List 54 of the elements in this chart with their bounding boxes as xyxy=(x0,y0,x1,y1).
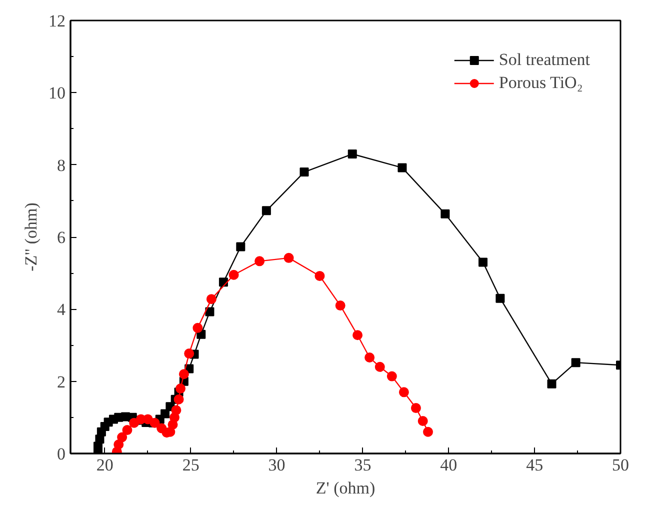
point xyxy=(335,300,346,311)
point xyxy=(205,307,214,316)
x-tick-label: 40 xyxy=(440,456,458,474)
x-tick-label: 20 xyxy=(96,456,114,474)
y-tick-label: 4 xyxy=(57,300,66,320)
point xyxy=(262,206,271,216)
point xyxy=(236,242,246,252)
point xyxy=(284,252,294,263)
x-tick-label: 45 xyxy=(526,456,544,474)
y-tick-label: 6 xyxy=(57,228,66,247)
point xyxy=(478,258,488,267)
point xyxy=(174,394,184,404)
point xyxy=(206,294,216,304)
point xyxy=(254,256,265,266)
point xyxy=(423,426,433,437)
y-tick-label: 0 xyxy=(57,444,66,464)
x-axis-title: Z' (ohm) xyxy=(316,478,376,498)
legend-label: Sol treatment xyxy=(498,50,590,70)
point xyxy=(314,270,325,281)
point xyxy=(496,294,505,303)
point xyxy=(300,168,309,177)
y-tick-label: 8 xyxy=(57,156,66,175)
y-tick-label: 10 xyxy=(48,84,66,103)
point xyxy=(440,209,450,218)
x-tick-label: 25 xyxy=(182,456,200,474)
point xyxy=(398,387,409,398)
point xyxy=(571,358,580,368)
point xyxy=(547,379,556,388)
point xyxy=(364,352,375,363)
point xyxy=(171,405,182,416)
point xyxy=(117,432,128,442)
point xyxy=(352,330,363,340)
y-tick-label: 12 xyxy=(48,12,66,30)
point xyxy=(114,439,124,450)
point xyxy=(410,403,421,414)
point xyxy=(160,409,170,418)
point xyxy=(178,369,189,380)
point xyxy=(398,163,407,172)
point xyxy=(418,416,428,426)
x-tick-label: 35 xyxy=(354,456,372,474)
y-tick-label: 2 xyxy=(57,372,66,392)
point xyxy=(348,150,357,159)
legend-label: Porous TiO₂ xyxy=(498,73,583,93)
x-tick-label: 50 xyxy=(612,456,629,474)
point xyxy=(176,384,186,394)
point xyxy=(374,362,385,372)
point xyxy=(386,371,397,382)
point xyxy=(228,270,239,280)
point xyxy=(150,418,160,428)
point xyxy=(184,348,194,359)
y-axis-title: -Z" (ohm) xyxy=(22,202,40,272)
point xyxy=(192,322,203,333)
x-tick-label: 30 xyxy=(268,456,286,474)
point xyxy=(122,425,132,436)
